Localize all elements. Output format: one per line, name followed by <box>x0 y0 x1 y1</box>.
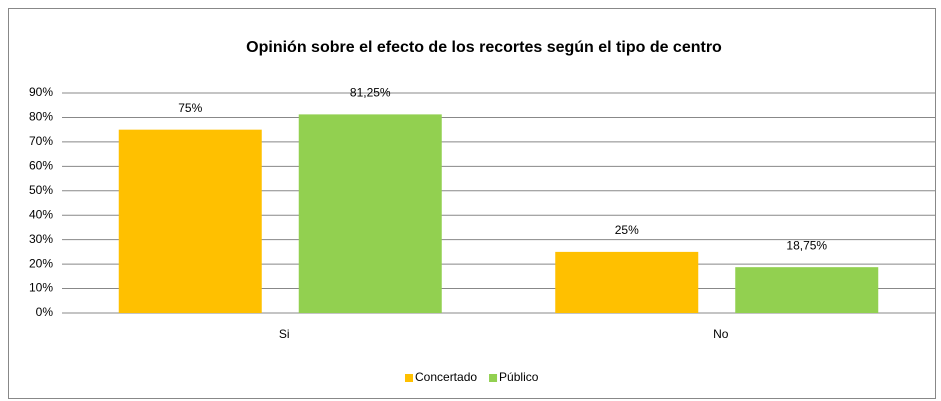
y-tick-label: 40% <box>29 207 53 221</box>
x-tick-label: No <box>713 327 729 341</box>
bar <box>555 251 699 313</box>
value-label: 18,75% <box>786 238 827 252</box>
y-tick-label: 90% <box>29 85 53 99</box>
y-tick-label: 30% <box>29 232 53 246</box>
legend-label: Concertado <box>415 370 477 384</box>
y-tick-label: 10% <box>29 281 53 295</box>
y-tick-label: 20% <box>29 256 53 270</box>
y-tick-label: 80% <box>29 110 53 124</box>
x-tick-label: Si <box>279 327 290 341</box>
y-tick-label: 50% <box>29 183 53 197</box>
y-tick-label: 0% <box>36 305 54 319</box>
y-tick-label: 60% <box>29 159 53 173</box>
legend-swatch <box>405 374 413 382</box>
value-label: 81,25% <box>350 86 391 100</box>
legend-swatch <box>489 374 498 382</box>
y-tick-label: 70% <box>29 134 53 148</box>
bar <box>735 267 879 313</box>
bar <box>298 114 442 313</box>
legend-label: Público <box>499 370 539 384</box>
value-label: 25% <box>615 223 639 237</box>
value-label: 75% <box>178 101 202 115</box>
chart-title: Opinión sobre el efecto de los recortes … <box>246 39 722 56</box>
bar <box>118 129 262 313</box>
